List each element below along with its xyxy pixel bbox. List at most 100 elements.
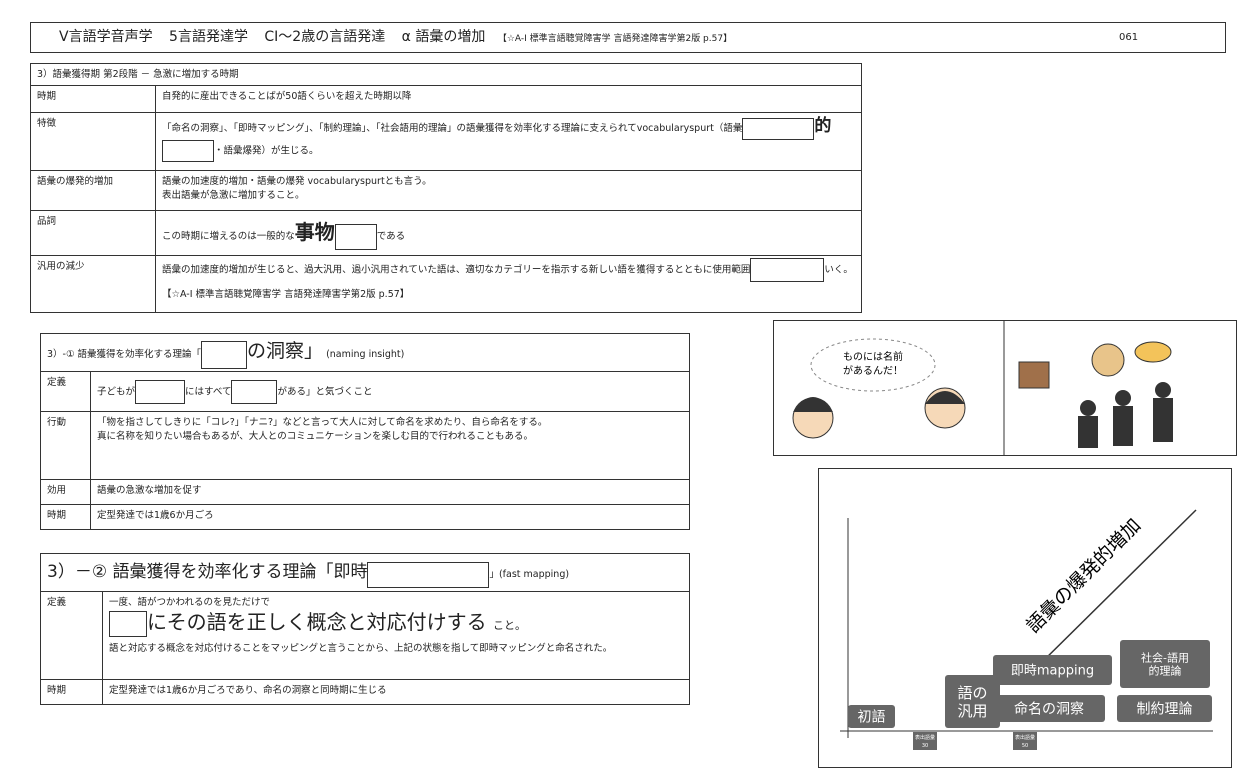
speech-bubble: [810, 338, 936, 392]
row-label: 時期: [40, 504, 91, 530]
row-label: 汎用の減少: [30, 255, 156, 313]
table-title: 3）語彙獲得期 第2段階 － 急激に増加する時期: [30, 63, 862, 86]
text: こと。: [492, 619, 526, 632]
text: 語と対応する概念を対応付けることをマッピングと言うことから、上記の状態を指して即…: [109, 643, 613, 654]
marker-label: 表出語彙: [915, 734, 935, 741]
text: がある」と気づくこと: [277, 386, 373, 397]
text: この時期に増えるのは一般的な: [162, 231, 295, 243]
blank: [201, 340, 248, 369]
text: 事物: [294, 220, 335, 245]
box-label: 汎用: [957, 702, 987, 720]
marker-label: 表出語彙: [1015, 734, 1035, 741]
men: [1078, 382, 1173, 448]
cell: 「命名の洞察」、「即時マッピング」、「制約理論」、「社会語用的理論」の語彙獲得を…: [155, 112, 862, 171]
row-label: 品詞: [30, 210, 156, 256]
diagram-box: [1117, 695, 1212, 722]
table3: 3）－② 語彙獲得を効率化する理論「即時 」(fast mapping) 定義 一度…: [40, 553, 690, 705]
text: 3）－② 語彙獲得を効率化する理論「即時: [47, 562, 368, 583]
text: 語彙の加速度的増加が生じると、過大汎用、過小汎用されていた語は、適切なカテゴリー…: [162, 264, 751, 276]
cake: [1018, 361, 1050, 389]
cell: 子どもが にはすべて がある」と気づくこと: [90, 371, 690, 412]
text: 表出語彙が急激に増加すること。: [162, 190, 305, 201]
row-label: 効用: [40, 479, 91, 505]
header-part: CⅠ～2歳の言語発達: [264, 29, 386, 45]
row-label: 定義: [40, 371, 91, 412]
box-label: 的理論: [1149, 663, 1182, 677]
blank: [135, 379, 186, 404]
text: 子どもが: [97, 386, 136, 397]
table2: 3）-① 語彙獲得を効率化する理論「 の洞察」 (naming insight) …: [40, 333, 690, 530]
cell: この時期に増えるのは一般的な事物 である: [155, 210, 862, 256]
cell: 語彙の加速度的増加が生じると、過大汎用、過小汎用されていた語は、適切なカテゴリー…: [155, 255, 862, 313]
text: 「物を指さしてしきりに「コレ?」「ナニ?」などと言って大人に対して命名を求めたり…: [97, 417, 548, 428]
table-title: 3）－② 語彙獲得を効率化する理論「即時 」(fast mapping): [40, 553, 690, 592]
table-title: 3）-① 語彙獲得を効率化する理論「 の洞察」 (naming insight): [40, 333, 690, 372]
box-label: 制約理論: [1137, 701, 1193, 717]
diagram-box: [993, 695, 1105, 722]
diagram-box: [1120, 640, 1210, 688]
cell: 定型発達では1歳6か月ごろであり、命名の洞察と同時期に生じる: [102, 679, 690, 705]
row-label: 時期: [30, 85, 156, 113]
text: である: [376, 231, 406, 243]
bread: [1091, 343, 1125, 377]
marker-box: [1013, 732, 1037, 750]
pudding: [1134, 341, 1172, 363]
blank: [742, 117, 815, 140]
text: 的: [814, 116, 832, 136]
header: V言語学音声学 5言語発達学 CⅠ～2歳の言語発達 α 語彙の増加 【☆A-Ⅰ …: [30, 22, 1226, 53]
box-label: 初語: [858, 708, 886, 725]
marker-label: 30: [922, 743, 928, 749]
box-label: 命名の洞察: [1014, 700, 1084, 717]
blank: [750, 258, 825, 282]
table1: 3）語彙獲得期 第2段階 － 急激に増加する時期 時期 自発的に産出できることばが…: [30, 63, 862, 313]
header-reference: 【☆A-Ⅰ 標準言語聴覚障害学 言語発達障害学第2版 p.57】: [497, 34, 733, 44]
text: 一度、語がつかわれるのを見ただけで: [109, 597, 271, 608]
cell: 定型発達では1歳6か月ごろ: [90, 504, 690, 530]
text: 語彙の加速度的増加・語彙の爆発 vocabularyspurtとも言う。: [162, 176, 432, 187]
text: 」(fast mapping): [489, 569, 570, 581]
header-part: V言語学音声学: [59, 29, 153, 45]
illustration: ものには名前 があるんだ！: [773, 320, 1237, 456]
text: 3）-① 語彙獲得を効率化する理論「: [47, 349, 202, 361]
blank: [334, 223, 377, 250]
cell: 「物を指さしてしきりに「コレ?」「ナニ?」などと言って大人に対して命名を求めたり…: [90, 411, 690, 480]
speech-text: ものには名前: [843, 350, 903, 363]
box-label: 即時mapping: [1011, 664, 1094, 679]
text: にはすべて: [185, 386, 232, 397]
header-part: 5言語発達学: [169, 29, 248, 45]
cell: 自発的に産出できることばが50語くらいを超えた時期以降: [155, 85, 862, 113]
marker-box: [913, 732, 937, 750]
hair: [925, 391, 965, 404]
blank: [109, 610, 147, 637]
header-part: α 語彙の増加: [401, 29, 486, 45]
row-label: 行動: [40, 411, 91, 480]
text: にその語を正しく概念と対応付けする: [147, 610, 487, 634]
box-label: 語の: [957, 684, 987, 702]
text: いく。【☆A-Ⅰ 標準言語聴覚障害学 言語発達障害学第2版 p.57】: [162, 264, 853, 300]
row-label: 特徴: [30, 112, 156, 171]
blank: [367, 561, 490, 588]
cell: 一度、語がつかわれるのを見ただけでにその語を正しく概念と対応付けする こと。語と…: [102, 591, 690, 680]
hair: [793, 397, 833, 412]
row-label: 定義: [40, 591, 103, 680]
blank: [231, 379, 278, 404]
blank: [162, 140, 214, 162]
text: (naming insight): [326, 349, 405, 361]
row-label: 時期: [40, 679, 103, 705]
cell: 語彙の加速度的増加・語彙の爆発 vocabularyspurtとも言う。 表出語彙…: [155, 170, 862, 211]
diagram-box: [993, 655, 1112, 685]
marker-label: 50: [1022, 743, 1028, 749]
box-label: 社会-語用: [1141, 650, 1189, 664]
diagram-box: [848, 705, 895, 728]
speech-text: があるんだ！: [843, 364, 903, 377]
text: の洞察」: [247, 340, 324, 363]
cell: 語彙の急激な増加を促す: [90, 479, 690, 505]
diagram-box: [945, 675, 1000, 728]
row-label: 語彙の爆発的増加: [30, 170, 156, 211]
page-number: 061: [1119, 32, 1139, 43]
text: 真に名称を知りたい場合もあるが、大人とのコミュニケーションを楽しむ目的で行われる…: [97, 431, 534, 442]
text: ・語彙爆発）が生じる。: [214, 145, 319, 157]
text: 「命名の洞察」、「即時マッピング」、「制約理論」、「社会語用的理論」の語彙獲得を…: [162, 123, 743, 134]
